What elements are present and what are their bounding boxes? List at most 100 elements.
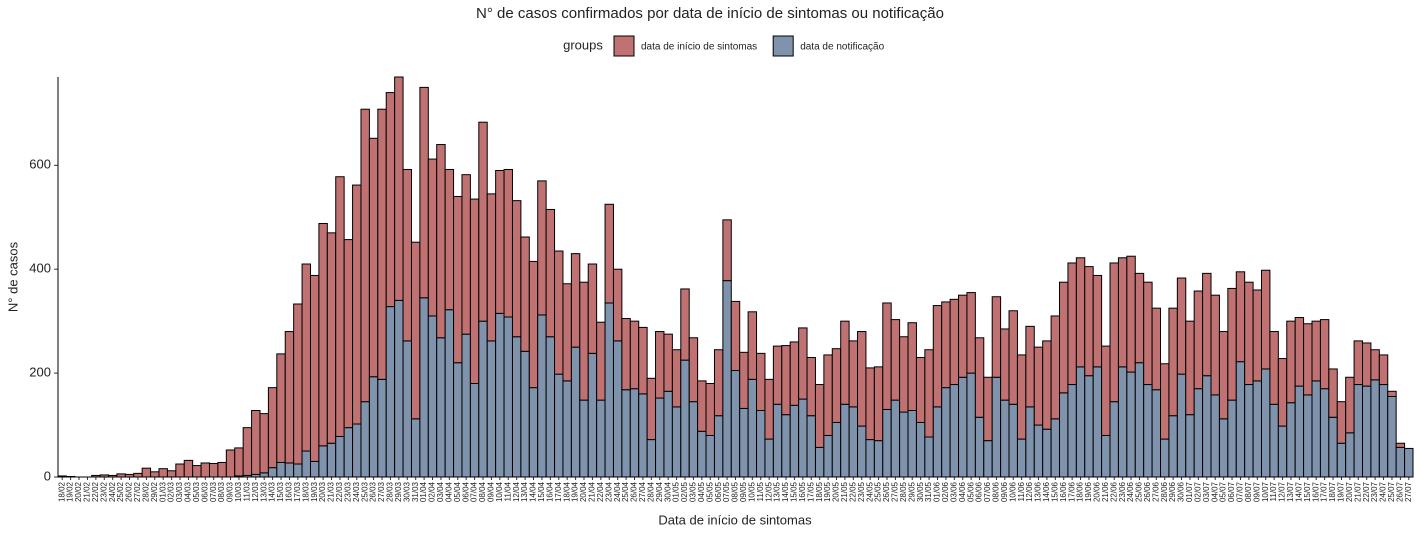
bar-segment [604, 203, 614, 304]
bar-segment [772, 345, 783, 405]
bar-segment [814, 384, 825, 448]
x-tick-label: 26/04 [630, 481, 639, 502]
bar-segment [655, 331, 665, 399]
x-tick-label: 23/07 [1370, 481, 1379, 502]
bar-segment [1277, 358, 1288, 427]
bar-segment [1378, 354, 1389, 386]
x-tick-label: 01/03 [158, 481, 167, 502]
bar-segment [873, 366, 884, 442]
bar-segment [991, 376, 1002, 478]
x-tick-label: 01/06 [933, 481, 942, 502]
bar-segment [629, 388, 640, 478]
x-tick-label: 30/05 [916, 481, 925, 502]
x-tick-label: 14/07 [1294, 481, 1303, 502]
legend-title: groups [563, 37, 603, 52]
bar-segment [503, 316, 513, 478]
bar-segment [865, 439, 875, 478]
bar-segment [1168, 415, 1178, 478]
x-tick-label: 16/07 [1311, 481, 1320, 502]
x-tick-label: 13/06 [1034, 481, 1043, 502]
bar-segment [646, 439, 657, 478]
bar-segment [1033, 424, 1044, 478]
bar-segment [537, 314, 547, 478]
bar-segment [638, 326, 648, 395]
bar-segment [1353, 384, 1364, 478]
x-tick-label: 17/05 [806, 481, 815, 502]
bar-segment [915, 421, 926, 478]
bar-segment [756, 410, 766, 478]
x-tick-label: 05/06 [966, 481, 975, 502]
bar-segment [158, 468, 168, 478]
bar-segment [1328, 368, 1338, 418]
x-tick-label: 17/04 [554, 481, 563, 502]
x-tick-label: 16/03 [285, 481, 294, 502]
bar-segment [1218, 418, 1229, 478]
bar-segment [991, 296, 1002, 378]
x-tick-label: 15/03 [276, 481, 285, 502]
x-tick-label: 12/03 [251, 481, 260, 502]
bar-segment [309, 274, 320, 462]
x-tick-label: 09/03 [226, 481, 235, 502]
x-tick-label: 30/04 [663, 481, 672, 502]
x-tick-label: 09/06 [1000, 481, 1009, 502]
x-tick-label: 18/04 [562, 481, 571, 502]
y-tick-label: 400 [29, 261, 51, 276]
x-tick-label: 27/07 [1404, 481, 1413, 502]
x-tick-label: 21/02 [83, 481, 92, 502]
bar-segment [402, 340, 412, 478]
bar-segment [798, 398, 808, 478]
bar-segment [1370, 349, 1380, 381]
bar-segment [612, 268, 623, 342]
bar-segment [528, 260, 539, 389]
x-tick-label: 24/03 [352, 481, 361, 502]
bar-segment [133, 472, 143, 478]
x-tick-label: 21/06 [1101, 481, 1110, 502]
x-tick-label: 03/07 [1202, 481, 1211, 502]
x-tick-label: 18/05 [815, 481, 824, 502]
x-tick-label: 14/03 [268, 481, 277, 502]
bar-segment [453, 362, 463, 478]
bar-segment [1244, 384, 1254, 478]
x-tick-label: 22/07 [1362, 481, 1371, 502]
bar-segment [1117, 257, 1128, 368]
bar-segment [1185, 320, 1195, 416]
bar-segment [486, 193, 497, 342]
bar-segment [1286, 320, 1296, 404]
x-tick-label: 14/05 [781, 481, 790, 502]
bar-segment [663, 390, 673, 478]
bar-segment [932, 406, 943, 478]
bar-segment [469, 382, 480, 478]
x-tick-label: 26/07 [1395, 481, 1404, 502]
x-tick-label: 24/06 [1126, 481, 1135, 502]
bar-segment [697, 430, 707, 478]
bar-segment [1294, 317, 1305, 387]
x-tick-label: 19/02 [66, 481, 75, 502]
bar-segment [621, 389, 631, 478]
x-tick-label: 01/04 [419, 481, 428, 502]
bar-segment [840, 403, 850, 478]
bar-segment [983, 376, 993, 442]
x-tick-label: 20/06 [1093, 481, 1102, 502]
bar-segment [427, 315, 438, 478]
x-tick-label: 06/06 [975, 481, 984, 502]
x-tick-label: 27/02 [133, 481, 142, 502]
x-tick-label: 08/06 [992, 481, 1001, 502]
x-tick-label: 12/06 [1025, 481, 1034, 502]
x-tick-label: 03/04 [436, 481, 445, 502]
bar-segment [924, 349, 934, 438]
bar-segment [537, 180, 547, 316]
x-tick-label: 26/06 [1143, 481, 1152, 502]
bar-segment [1362, 342, 1372, 387]
bar-segment [1067, 384, 1077, 478]
bar-segment [1286, 402, 1296, 478]
x-tick-label: 11/07 [1269, 481, 1278, 501]
bar-segment [713, 415, 724, 478]
bar-segment [646, 377, 657, 441]
bar-segment [882, 408, 892, 478]
x-tick-label: 25/03 [360, 481, 369, 502]
bar-segment [739, 351, 749, 409]
x-tick-label: 29/02 [150, 481, 159, 502]
bar-segment [1176, 277, 1187, 375]
x-tick-label: 02/03 [167, 481, 176, 502]
x-tick-label: 07/05 [722, 481, 731, 502]
